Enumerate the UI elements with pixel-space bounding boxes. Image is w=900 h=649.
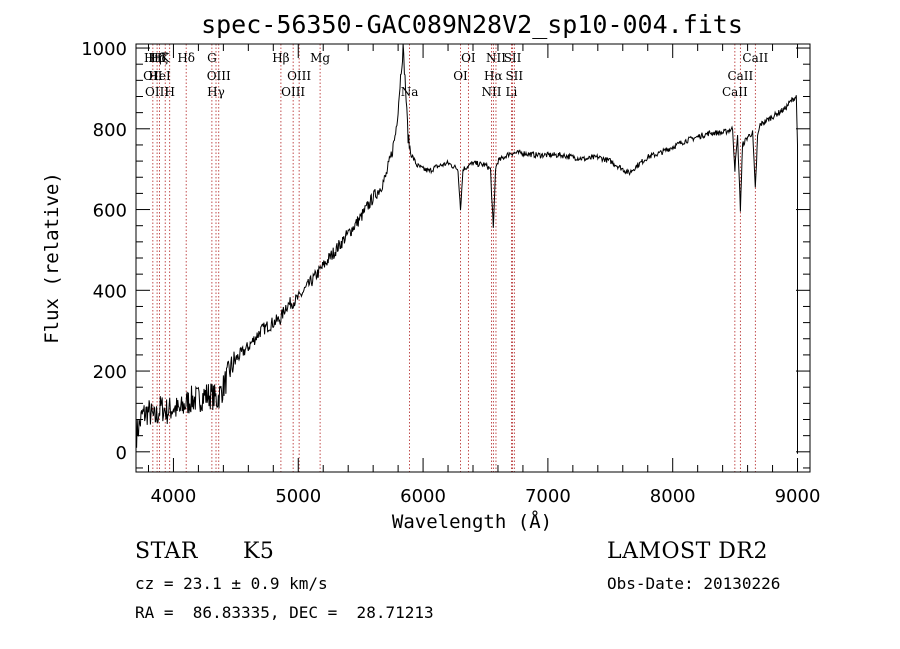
observation-date: Obs-Date: 20130226 (607, 574, 781, 593)
line-label: OIII (145, 85, 169, 99)
line-label: OIII (287, 69, 311, 83)
y-tick-label: 400 (93, 281, 127, 302)
line-label: OI (461, 51, 476, 65)
coordinates-readout: RA = 86.83335, DEC = 28.71213 (135, 603, 434, 622)
redshift-readout: cz = 23.1 ± 0.9 km/s (135, 574, 328, 593)
line-label: NII (481, 85, 501, 99)
y-axis: 0 200 400 600 800 1000 (81, 39, 810, 469)
y-tick-label: 0 (116, 443, 127, 464)
line-label: H (164, 85, 174, 99)
line-label: Hδ (177, 51, 195, 65)
line-label: Hγ (207, 85, 225, 99)
x-tick-label: 6000 (400, 486, 446, 507)
x-tick-label: 8000 (650, 486, 696, 507)
line-label: Li (506, 85, 518, 99)
y-tick-label: 1000 (81, 39, 127, 60)
line-label: OIII (281, 85, 305, 99)
x-tick-label: 5000 (275, 486, 321, 507)
line-label: SII (504, 51, 522, 65)
line-label: OI (453, 69, 468, 83)
x-tick-label: 9000 (775, 486, 821, 507)
line-label: Hβ (272, 51, 289, 65)
object-class: STAR (135, 539, 198, 564)
x-axis: 4000 5000 6000 7000 8000 9000 (147, 44, 821, 507)
line-label: Hη (144, 51, 162, 65)
x-tick-label: 7000 (525, 486, 571, 507)
line-label: Hα (484, 69, 503, 83)
line-label: OIII (207, 69, 231, 83)
plot-frame (135, 43, 811, 473)
line-label: SII (505, 69, 523, 83)
y-tick-label: 200 (93, 362, 127, 383)
line-label: G (207, 51, 217, 65)
survey-name: LAMOST DR2 (607, 539, 768, 564)
spectral-line-markers (152, 44, 756, 472)
line-label: NII (486, 51, 506, 65)
y-tick-label: 600 (93, 201, 127, 222)
line-label: CaII (742, 51, 768, 65)
line-label: CaII (727, 69, 753, 83)
y-tick-label: 800 (93, 120, 127, 141)
object-subclass: K5 (243, 539, 275, 564)
chart-title: spec-56350-GAC089N28V2_sp10-004.fits (201, 10, 743, 39)
line-label: Na (401, 85, 419, 99)
x-axis-label: Wavelength (Å) (392, 510, 552, 533)
x-tick-label: 4000 (151, 486, 197, 507)
line-label: CaII (722, 85, 748, 99)
line-label: HeI (148, 69, 171, 83)
y-axis-label: Flux (relative) (41, 172, 63, 344)
line-label: Hζ (151, 51, 168, 65)
line-label: OII (143, 69, 163, 83)
line-label: K (161, 51, 171, 65)
line-label: Hδ (148, 51, 166, 65)
spectrum-series-line (135, 43, 798, 454)
line-label: Mg (310, 51, 330, 65)
spectral-line-labels: Hη OIII HζK H Hδ G Hγ OIII Hβ OIII OIII Mg Na OI OI NII… (143, 51, 768, 99)
